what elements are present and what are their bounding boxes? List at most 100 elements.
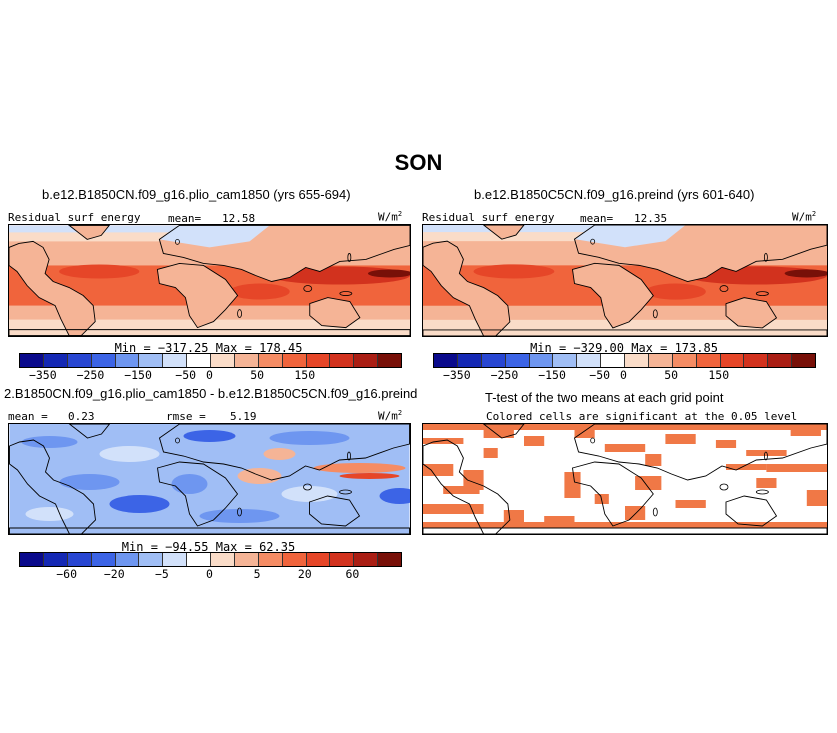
colorbar-box	[115, 553, 140, 566]
colorbar-box	[258, 553, 283, 566]
colorbar-tick-label: −150	[538, 368, 566, 382]
significant-cell-patch	[665, 434, 696, 444]
colorbar-box	[306, 354, 331, 367]
colorbar-box	[625, 354, 649, 367]
colorbar-box	[282, 553, 307, 566]
coastline-madagascar	[652, 507, 658, 517]
land-cold-region	[574, 225, 686, 248]
coastline-japan	[763, 451, 768, 461]
coastline-americas	[9, 439, 96, 534]
pacific-peak	[367, 269, 410, 278]
colorbar-box	[792, 354, 815, 367]
diff-anomaly	[269, 431, 350, 445]
coastline-antarctica	[9, 527, 410, 534]
colorbar-box	[282, 354, 307, 367]
panel4-subtitle: Colored cells are significant at the 0.0…	[486, 410, 798, 423]
significant-cell-patch	[675, 500, 706, 508]
significant-cell-patch	[423, 464, 454, 476]
panel2-colorbar-ticks: −350 −250 −150 −50 0 50 150	[433, 368, 814, 382]
colorbar-box	[163, 553, 188, 566]
colorbar-box	[768, 354, 793, 367]
coastline-borneo	[719, 285, 729, 293]
coastline-africa	[156, 461, 239, 527]
panel3-minmax: Min = −94.55 Max = 62.35	[121, 540, 296, 554]
coastline-antarctica	[423, 329, 827, 336]
colorbar-box	[187, 354, 211, 367]
panel3-map	[8, 423, 411, 535]
colorbar-box	[354, 553, 379, 566]
diff-anomaly	[109, 495, 170, 513]
panel4-title: T-test of the two means at each grid poi…	[485, 390, 724, 405]
colorbar-tick-label: −50	[589, 368, 611, 382]
significant-cell-patch	[756, 478, 777, 488]
significant-cell-patch	[483, 430, 514, 438]
panel4-field	[423, 424, 827, 534]
panel3-mean-label: mean =	[8, 410, 48, 423]
coastline-japan	[763, 252, 768, 262]
diff-anomaly	[99, 446, 160, 462]
land-africa	[572, 263, 654, 328]
panel3-colorbar-ticks: −60 −20 −5 0 5 20 60	[19, 567, 400, 581]
panel4-map	[422, 423, 828, 535]
colorbar-box	[378, 553, 401, 566]
significant-cell-patch	[766, 464, 827, 472]
southern-ocean-band	[9, 319, 410, 336]
panel2-mean-value: 12.35	[634, 212, 668, 225]
coastline-borneo	[719, 483, 729, 491]
coastline-eurasia	[158, 225, 410, 282]
colorbar-box	[553, 354, 578, 367]
colorbar-box	[234, 553, 259, 566]
coastline-eurasia	[573, 424, 827, 481]
significant-cell-patch	[645, 454, 662, 466]
colorbar-tick-label: 150	[294, 368, 316, 382]
panel1-mean-label: mean=	[168, 212, 202, 225]
coastline-americas	[423, 240, 511, 336]
panel1-variable: Residual surf energy	[8, 211, 141, 224]
colorbar-box	[187, 553, 211, 566]
coastline-eurasia	[158, 424, 410, 481]
coastline-uk	[175, 437, 180, 444]
colorbar-box	[139, 553, 164, 566]
colorbar-box	[505, 354, 530, 367]
colorbar-tick-label: 20	[297, 567, 312, 581]
significant-cell-patch	[635, 476, 662, 490]
colorbar-box	[163, 354, 188, 367]
colorbar-tick-label: 0	[620, 368, 627, 382]
coastline-australia	[725, 297, 778, 329]
colorbar-box	[43, 553, 68, 566]
land-cold-region	[159, 225, 270, 248]
colorbar-box	[481, 354, 506, 367]
panel3-rmse-value: 5.19	[230, 410, 257, 423]
diff-anomaly	[183, 430, 236, 442]
significant-cell-patch	[604, 444, 646, 452]
diff-anomaly	[339, 473, 400, 479]
diff-anomaly	[171, 474, 208, 494]
land-americas	[423, 241, 510, 336]
colorbar-box	[378, 354, 401, 367]
significant-cell-patch	[564, 472, 581, 498]
coastline-eurasia	[573, 225, 827, 282]
colorbar-box	[744, 354, 769, 367]
colorbar-tick-label: −50	[175, 368, 197, 382]
significant-cell-patch	[443, 486, 480, 494]
panel1-units: W/m2	[378, 210, 403, 224]
panel1-title: b.e12.B1850CN.f09_g16.plio_cam1850 (yrs …	[42, 187, 351, 202]
colorbar-box	[91, 553, 116, 566]
coastline-australia	[725, 495, 778, 527]
coastline-greenland	[68, 424, 111, 439]
colorbar-tick-label: 50	[664, 368, 679, 382]
significant-cell-patch	[806, 490, 827, 506]
panel3-title: 2.B1850CN.f09_g16.plio_cam1850 - b.e12.B…	[4, 386, 418, 401]
panel2-colorbar	[433, 353, 816, 368]
panel3-mean-value: 0.23	[68, 410, 95, 423]
panel3-colorbar	[19, 552, 402, 567]
colorbar-box	[20, 354, 44, 367]
significant-cell-patch	[790, 426, 821, 436]
colorbar-box	[139, 354, 164, 367]
panel2-minmax: Min = −329.00 Max = 173.85	[530, 341, 718, 355]
significant-cell-patch	[726, 464, 767, 470]
colorbar-box	[330, 553, 355, 566]
colorbar-tick-label: −5	[154, 567, 169, 581]
panel2-units: W/m2	[792, 210, 817, 224]
coastline-new-guinea	[339, 489, 352, 495]
